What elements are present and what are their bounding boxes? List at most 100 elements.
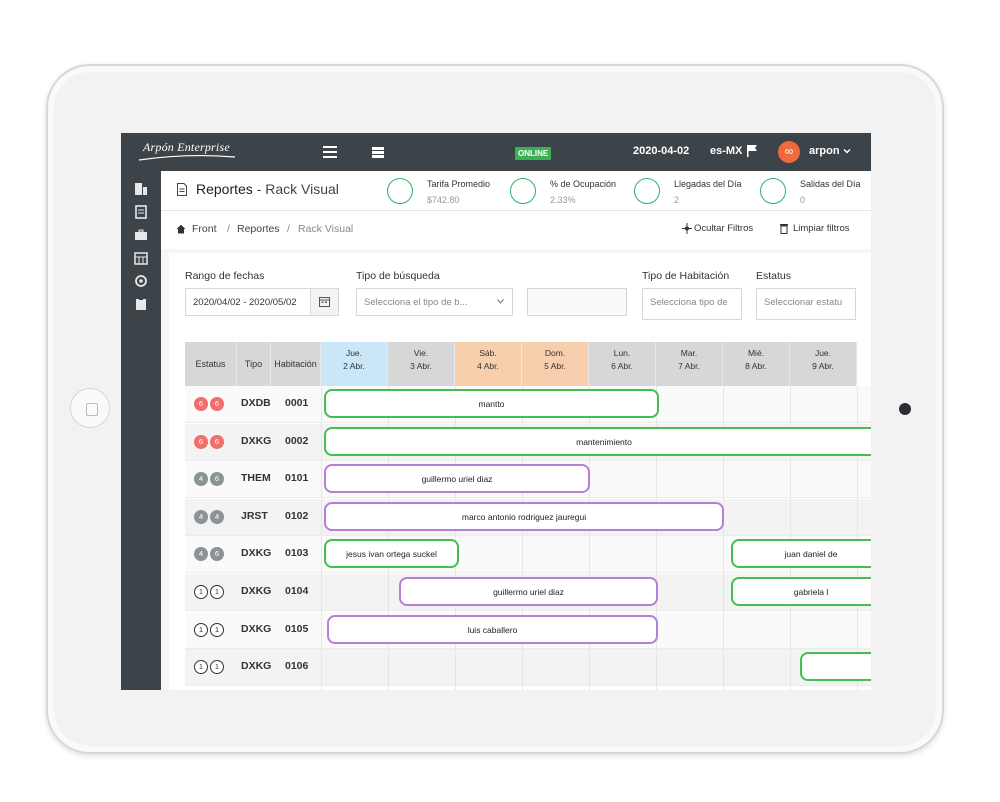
status-dot: 6 [210, 434, 224, 449]
breadcrumb: Front / Reportes / Rack Visual Ocultar F… [161, 211, 871, 249]
booking-bar[interactable]: gabriela l [731, 577, 871, 606]
booking-bar[interactable]: jesus ivan ortega suckel [324, 539, 459, 569]
room-number: 0101 [285, 472, 309, 485]
status-select[interactable]: Seleccionar estatu [756, 288, 856, 320]
status-dot: 4 [210, 509, 224, 524]
arrivals-icon [634, 178, 660, 204]
grid-divider [455, 386, 456, 690]
chevron-down-icon [497, 299, 504, 304]
status-dot: 4 [194, 547, 208, 562]
trash-icon[interactable] [779, 223, 789, 234]
day-column-header: Mié. 8 Abr. [723, 342, 790, 386]
status-dot: 6 [210, 472, 224, 487]
breadcrumb-front[interactable]: Front [192, 223, 217, 235]
building-icon[interactable] [134, 182, 148, 196]
day-column-header: Jue. 2 Abr. [321, 342, 388, 386]
day-column-header: Lun. 6 Abr. [589, 342, 656, 386]
status-dot: 1 [210, 660, 224, 675]
status-dot: 6 [210, 547, 224, 562]
table-row[interactable]: 1 1 DXKG 0106 [185, 649, 871, 687]
filter-toggle-icon[interactable] [682, 223, 692, 234]
app-screen: Arpón Enterprise ONLINE 2020-04-02 es-MX… [121, 133, 871, 690]
room-type-select[interactable]: Selecciona tipo de [642, 288, 742, 320]
calendar-icon[interactable] [310, 289, 338, 315]
booking-bar[interactable]: marco antonio rodriguez jauregui [324, 501, 724, 531]
user-menu[interactable]: arpon [809, 145, 840, 157]
booking-bar[interactable] [800, 652, 871, 682]
user-avatar[interactable]: ∞ [778, 141, 800, 163]
room-type-label: Tipo de Habitación [642, 270, 730, 282]
status-dot: 4 [194, 472, 208, 487]
search-type-select[interactable]: Selecciona el tipo de b... [356, 288, 513, 316]
language-selector[interactable]: es-MX [710, 145, 743, 157]
booking-bar[interactable]: guillermo uriel diaz [324, 464, 590, 494]
stat-value: 2.33% [550, 195, 576, 205]
app-logo[interactable]: Arpón Enterprise [143, 140, 230, 154]
top-bar: Arpón Enterprise ONLINE 2020-04-02 es-MX… [121, 133, 871, 171]
room-number: 0103 [285, 547, 309, 560]
room-type: DXKG [241, 585, 272, 597]
status-dot: 1 [194, 660, 208, 675]
booking-bar[interactable]: luis caballero [327, 614, 658, 644]
briefcase-icon[interactable] [134, 228, 148, 242]
page-title-sub: - Rack Visual [256, 181, 339, 197]
departures-icon [760, 178, 786, 204]
day-name: Sáb. [479, 348, 497, 358]
booking-bar[interactable]: mantto [324, 389, 659, 418]
day-column-header: Vie. 3 Abr. [388, 342, 455, 386]
day-name: Jue. [814, 348, 832, 358]
stat-label: Llegadas del Día [674, 179, 742, 189]
hide-filters-button[interactable]: Ocultar Filtros [694, 223, 754, 234]
rack-content: Rango de fechas 2020/04/02 - 2020/05/02 … [169, 253, 871, 690]
room-number: 0102 [285, 509, 309, 522]
search-text-input[interactable] [527, 288, 627, 316]
day-name: Vie. [413, 348, 429, 358]
room-type-placeholder: Selecciona tipo de [650, 297, 728, 308]
calendar-grid-icon[interactable] [134, 251, 148, 265]
day-column-header: Sáb. 4 Abr. [455, 342, 522, 386]
chevron-down-icon[interactable] [843, 147, 851, 155]
stat-value: 2 [674, 195, 680, 205]
date-range-value: 2020/04/02 - 2020/05/02 [193, 297, 297, 308]
status-dot: 1 [194, 585, 208, 599]
day-date: 7 Abr. [678, 361, 700, 371]
status-dot: 4 [194, 509, 208, 524]
clear-filters-button[interactable]: Limpiar filtros [793, 223, 850, 234]
hamburger-menu-icon[interactable] [323, 146, 337, 158]
grid-divider [857, 386, 858, 690]
day-name: Mar. [680, 348, 698, 358]
day-name: Mié. [747, 348, 765, 358]
booking-bar[interactable]: mantenimiento [324, 426, 871, 456]
tablet-camera [899, 403, 911, 415]
page-header: Reportes - Rack Visual Tarifa Promedio $… [161, 171, 871, 211]
page-title: Reportes - Rack Visual [196, 181, 339, 197]
breadcrumb-reportes[interactable]: Reportes [237, 223, 280, 235]
home-icon[interactable] [176, 224, 186, 234]
status-label: Estatus [756, 270, 792, 282]
gear-icon[interactable] [134, 274, 148, 288]
room-type: DXDB [241, 397, 271, 409]
breadcrumb-rack-visual: Rack Visual [298, 223, 354, 235]
day-name: Dom. [544, 348, 566, 358]
room-number: 0002 [285, 434, 309, 447]
document-icon[interactable] [134, 205, 148, 219]
clipboard-icon[interactable] [134, 297, 148, 311]
day-date: 9 Abr. [812, 361, 834, 371]
cash-register-icon[interactable] [371, 145, 385, 159]
grid-divider [723, 386, 724, 690]
room-type: THEM [241, 472, 271, 485]
day-column-header: Jue. 9 Abr. [790, 342, 857, 386]
online-status-badge: ONLINE [515, 147, 552, 160]
flag-icon[interactable] [747, 145, 757, 157]
booking-bar[interactable]: juan daniel de [731, 539, 871, 569]
occupancy-icon [510, 178, 536, 204]
booking-bar[interactable]: guillermo uriel diaz [399, 577, 658, 606]
date-range-input[interactable]: 2020/04/02 - 2020/05/02 [185, 288, 339, 316]
date-range-label: Rango de fechas [185, 270, 265, 282]
stat-value: 0 [800, 195, 806, 205]
